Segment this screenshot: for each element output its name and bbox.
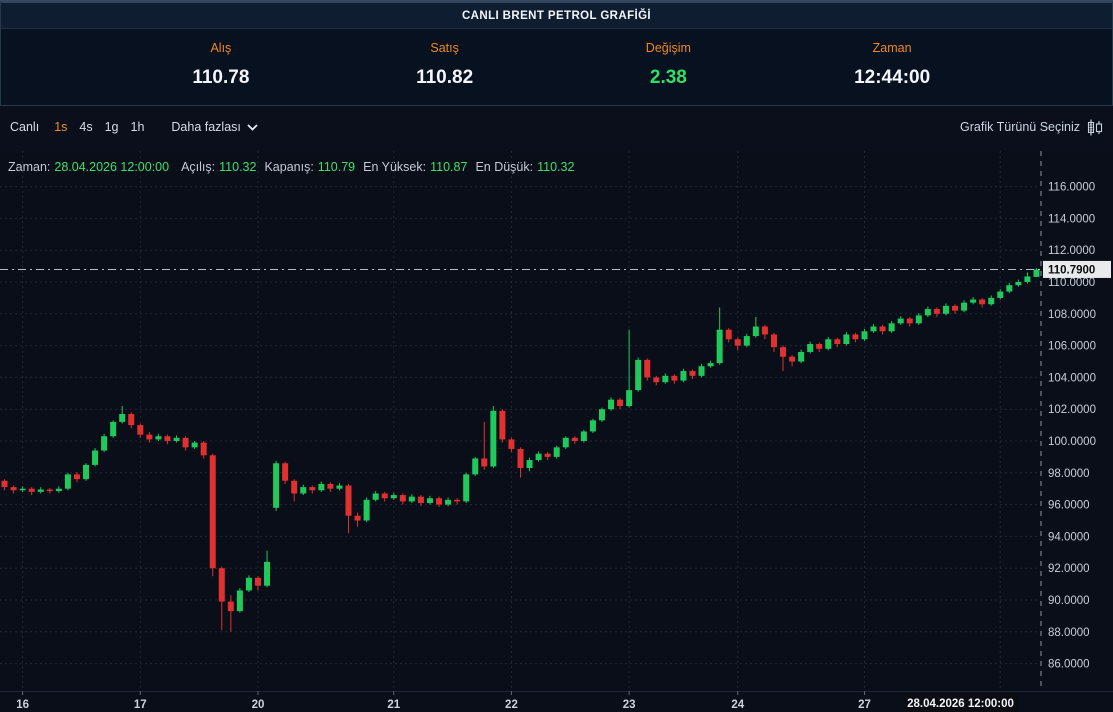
svg-text:96.0000: 96.0000 — [1048, 500, 1090, 512]
svg-text:94.0000: 94.0000 — [1048, 531, 1090, 543]
svg-text:90.0000: 90.0000 — [1048, 595, 1090, 607]
title-bar: CANLI BRENT PETROL GRAFİĞİ — [1, 3, 1112, 29]
more-timeframes-label: Daha fazlası — [171, 120, 241, 134]
svg-text:27: 27 — [858, 699, 871, 711]
stat-satis-label: Satış — [430, 41, 459, 55]
ohlc-item: Zaman: 28.04.2026 12:00:00 — [8, 160, 173, 174]
ohlc-item: En Yüksek: 110.87 — [363, 160, 467, 174]
svg-text:100.0000: 100.0000 — [1048, 436, 1096, 448]
page-title: CANLI BRENT PETROL GRAFİĞİ — [461, 9, 652, 22]
stat-degisim-value: 2.38 — [649, 67, 687, 88]
svg-text:104.0000: 104.0000 — [1048, 372, 1096, 384]
stat-zaman-value: 12:44:00 — [854, 67, 931, 88]
svg-text:22: 22 — [505, 699, 518, 711]
svg-text:21: 21 — [387, 699, 400, 711]
interval-button-1h[interactable]: 1h — [130, 120, 145, 134]
svg-text:86.0000: 86.0000 — [1048, 659, 1090, 671]
svg-text:110.0000: 110.0000 — [1048, 277, 1095, 289]
timeframe-group: Canlı 1s 4s 1g 1h Daha fazlası — [10, 120, 258, 134]
stat-alis-value: 110.78 — [192, 67, 250, 88]
svg-text:16: 16 — [16, 699, 29, 711]
interval-button-1g[interactable]: 1g — [104, 120, 119, 134]
ohlc-value: 110.32 — [219, 160, 257, 174]
chart-toolbar: Canlı 1s 4s 1g 1h Daha fazlası Grafik Türün… — [0, 112, 1113, 142]
svg-text:112.0000: 112.0000 — [1048, 245, 1095, 257]
svg-text:92.0000: 92.0000 — [1048, 563, 1090, 575]
interval-buttons: 1s 4s 1g 1h — [54, 120, 156, 134]
svg-text:17: 17 — [134, 699, 147, 711]
chevron-down-icon — [247, 123, 258, 131]
chart-type-selector[interactable]: Grafik Türünü Seçiniz — [960, 119, 1103, 136]
ohlc-label: Kapanış: — [264, 160, 314, 174]
current-date-tag — [903, 693, 1018, 712]
ohlc-item: En Düşük: 110.32 — [475, 160, 574, 174]
svg-text:23: 23 — [623, 699, 636, 711]
ohlc-item: Kapanış: 110.79 — [264, 160, 355, 174]
quote-stats: Alış 110.78 Satış 110.82 Değişim 2.38 Za… — [1, 29, 1112, 105]
svg-text:114.0000: 114.0000 — [1048, 213, 1095, 225]
interval-button-4s[interactable]: 4s — [79, 120, 93, 134]
ohlc-value: 110.32 — [537, 160, 575, 174]
stat-alis: Alış 110.78 — [109, 37, 333, 89]
candlestick-chart[interactable]: Zaman: 28.04.2026 12:00:00 Açılış: 110.32 Ka… — [0, 151, 1113, 712]
ohlc-label: Açılış: — [181, 160, 216, 174]
svg-text:116.0000: 116.0000 — [1048, 182, 1095, 194]
ohlc-item: Açılış: 110.32 — [181, 160, 256, 174]
svg-text:110.7900: 110.7900 — [1048, 264, 1095, 276]
stat-zaman: Zaman 12:44:00 — [780, 37, 1004, 89]
svg-text:106.0000: 106.0000 — [1048, 341, 1096, 353]
live-label: Canlı — [10, 120, 40, 134]
ohlc-legend: Zaman: 28.04.2026 12:00:00 Açılış: 110.32 Ka… — [8, 160, 582, 174]
svg-text:28.04.2026 12:00:00: 28.04.2026 12:00:00 — [907, 698, 1014, 710]
current-price-tag — [1043, 260, 1111, 278]
svg-text:102.0000: 102.0000 — [1048, 404, 1096, 416]
svg-text:20: 20 — [252, 699, 265, 711]
svg-text:24: 24 — [731, 699, 744, 711]
stat-satis-value: 110.82 — [416, 67, 474, 88]
stat-degisim-label: Değişim — [645, 41, 691, 55]
ohlc-label: En Düşük: — [475, 160, 534, 174]
quote-panel: CANLI BRENT PETROL GRAFİĞİ Alış 110.78 S… — [0, 1, 1113, 106]
ohlc-label: Zaman: — [8, 160, 51, 174]
svg-text:88.0000: 88.0000 — [1048, 627, 1090, 639]
stat-zaman-label: Zaman — [872, 41, 912, 55]
chart-type-label: Grafik Türünü Seçiniz — [960, 120, 1080, 134]
stat-alis-label: Alış — [210, 41, 232, 55]
svg-text:108.0000: 108.0000 — [1048, 309, 1096, 321]
stat-degisim: Değişim 2.38 — [557, 37, 781, 89]
candlestick-chart-icon — [1087, 119, 1103, 135]
more-timeframes-button[interactable]: Daha fazlası — [171, 120, 258, 134]
ohlc-value: 28.04.2026 12:00:00 — [54, 160, 170, 174]
ohlc-value: 110.87 — [430, 160, 468, 174]
ohlc-label: En Yüksek: — [363, 160, 427, 174]
ohlc-value: 110.79 — [317, 160, 356, 174]
chart-canvas[interactable]: 86.0000 88.0000 90.0000 92.0000 94.0000 96.00… — [0, 151, 1113, 712]
stat-satis: Satış 110.82 — [333, 37, 557, 89]
interval-button-1s[interactable]: 1s — [54, 120, 68, 134]
svg-text:98.0000: 98.0000 — [1048, 468, 1090, 480]
